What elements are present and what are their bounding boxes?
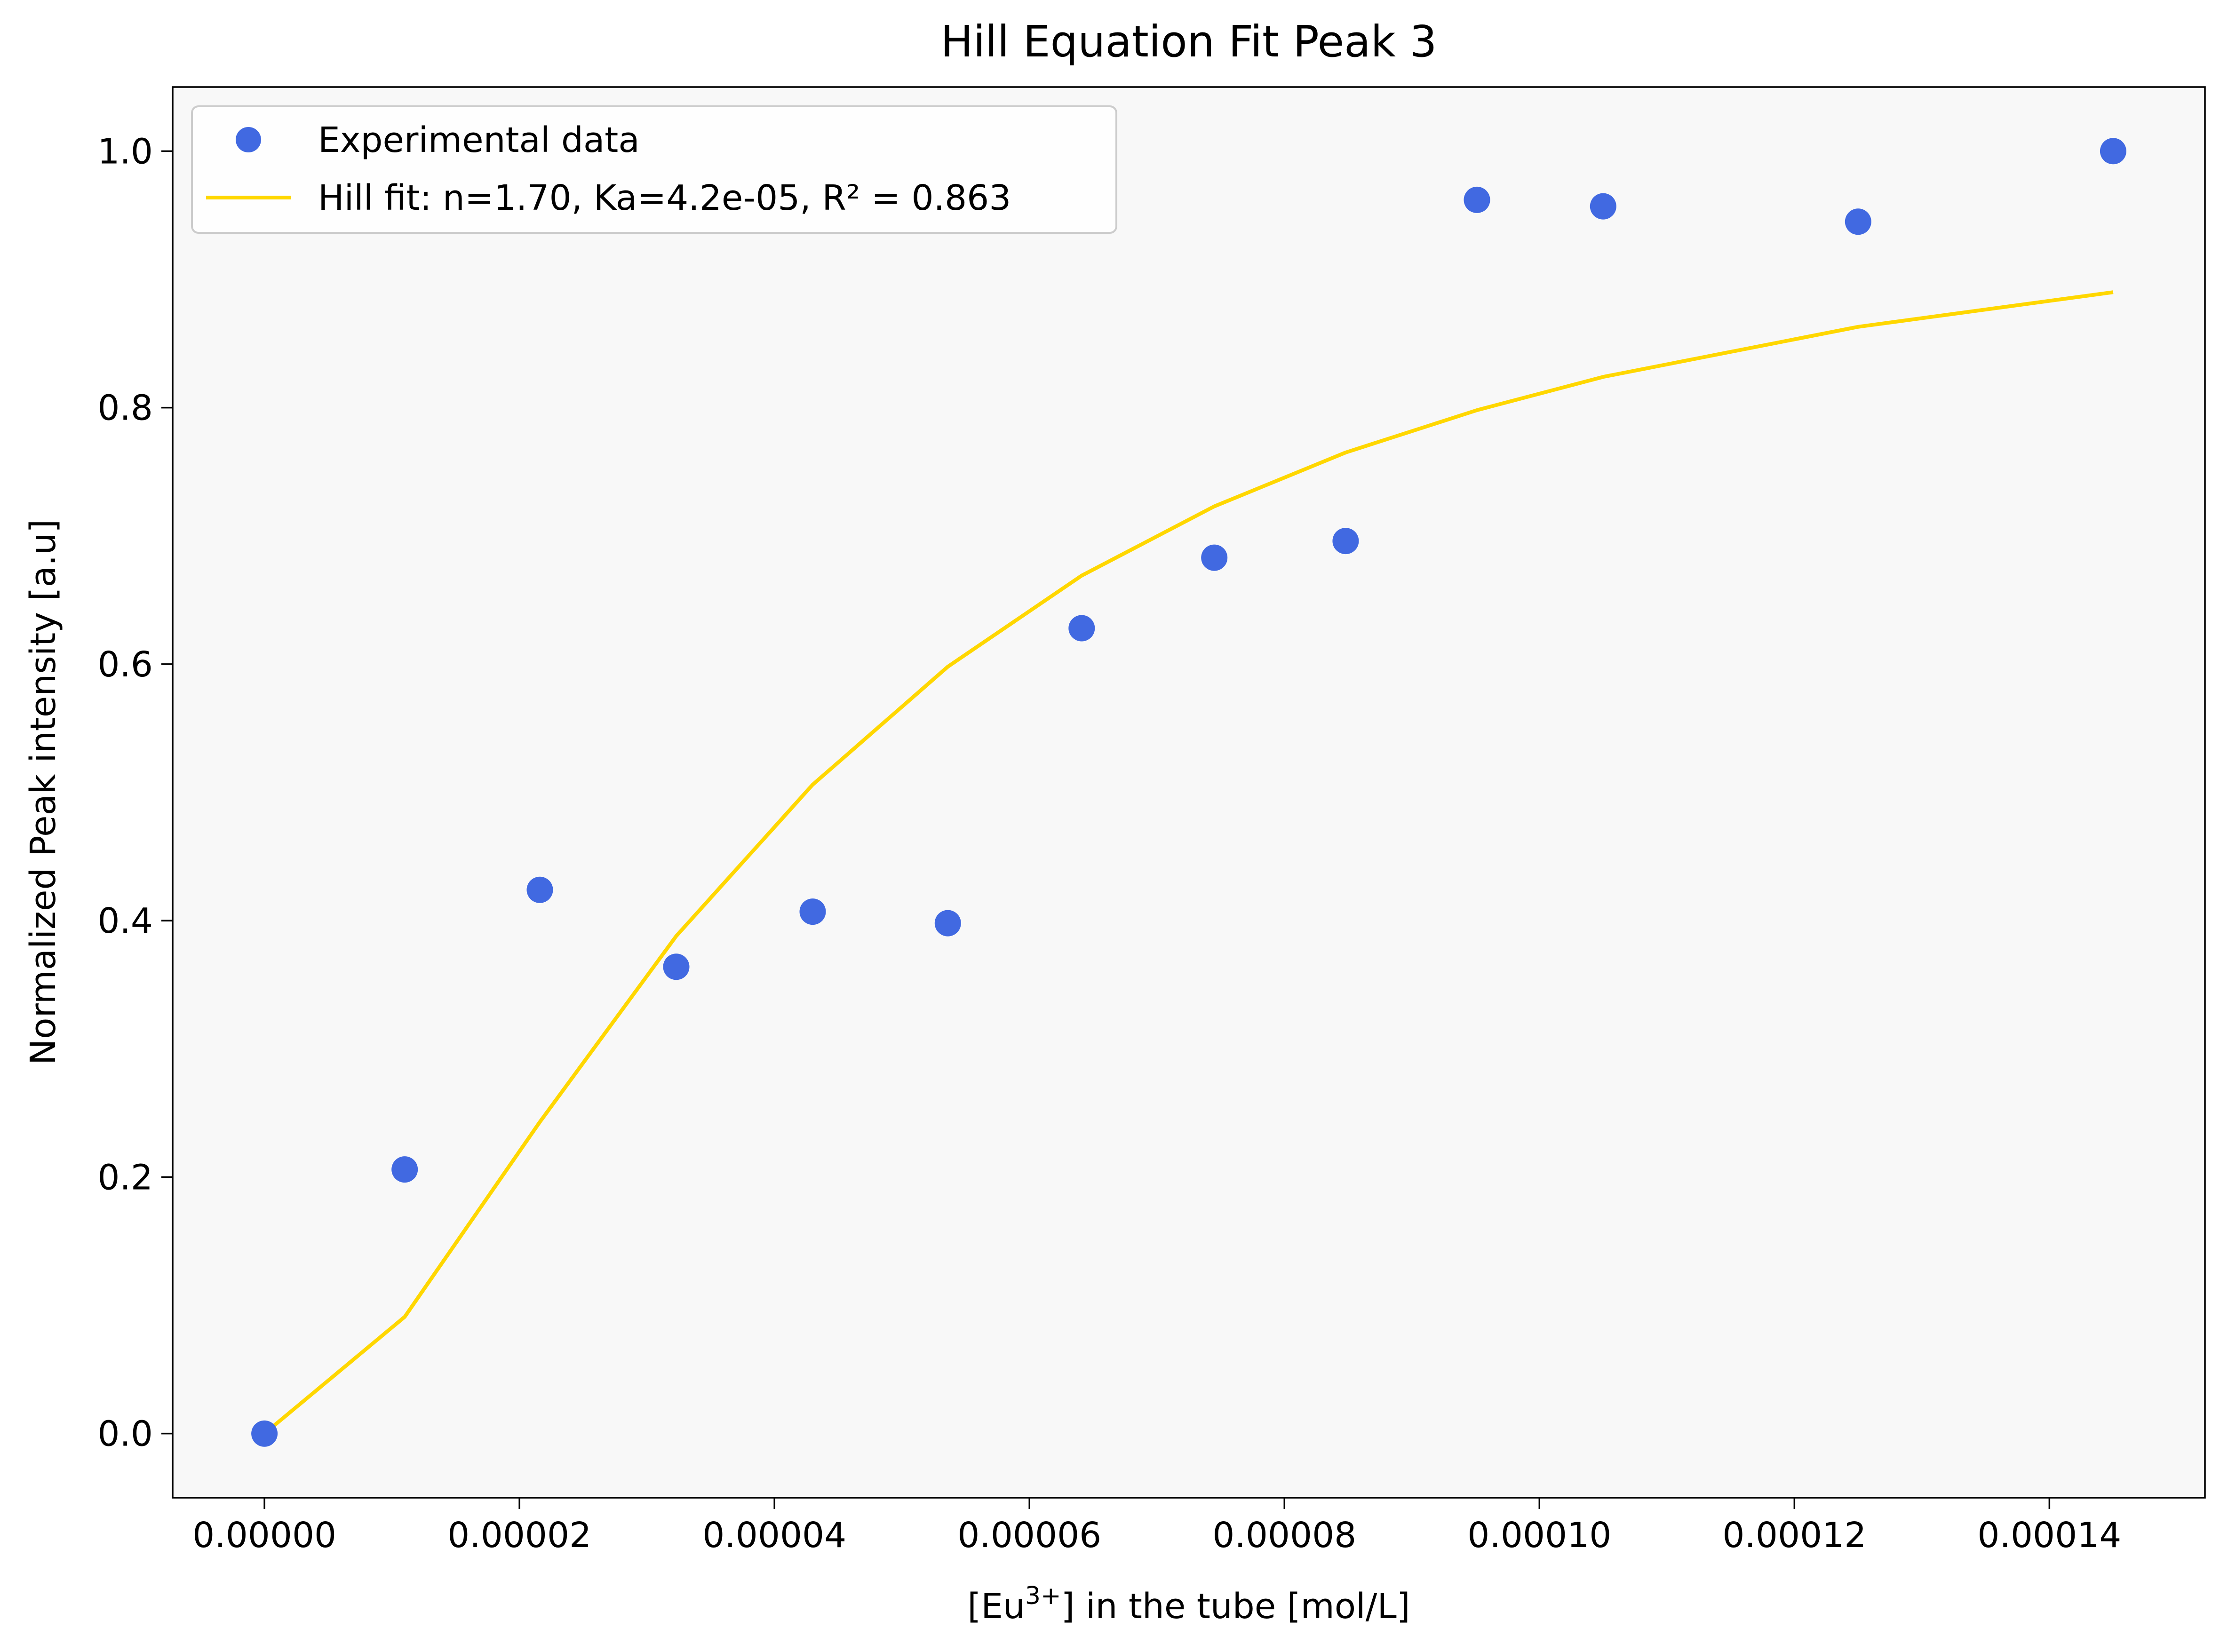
x-tick-label: 0.00010: [1467, 1515, 1611, 1556]
data-point: [934, 910, 961, 937]
data-point: [1845, 208, 1871, 235]
data-point: [526, 876, 553, 903]
data-point: [1068, 615, 1095, 642]
data-point: [251, 1420, 278, 1447]
x-tick-label: 0.00014: [1977, 1515, 2121, 1556]
legend-label-hill-fit: Hill fit: n=1.70, Ka=4.2e-05, R² = 0.863: [318, 178, 1011, 218]
y-tick-label: 0.2: [97, 1157, 153, 1198]
data-point: [2100, 138, 2126, 165]
data-point: [1201, 544, 1228, 571]
x-axis-label: [Eu3+] in the tube [mol/L]: [967, 1582, 1410, 1627]
y-axis-label: Normalized Peak intensity [a.u]: [23, 519, 64, 1065]
x-tick-label: 0.00002: [447, 1515, 591, 1556]
data-point: [663, 953, 690, 980]
plot-area: [173, 87, 2205, 1498]
data-point: [391, 1156, 418, 1183]
y-tick-label: 0.8: [97, 388, 153, 429]
x-tick-label: 0.00004: [702, 1515, 846, 1556]
legend-marker-experimental: [236, 127, 261, 152]
data-point: [1590, 193, 1616, 220]
legend: Experimental data Hill fit: n=1.70, Ka=4…: [191, 105, 1117, 234]
y-tick-label: 0.4: [97, 901, 153, 941]
y-axis: 0.0 0.2 0.4 0.6 0.8 1.0: [97, 131, 173, 1454]
series-layer: [251, 138, 2126, 1447]
x-tick-label: 0.00012: [1722, 1515, 1866, 1556]
data-point: [1464, 186, 1490, 213]
data-point: [1332, 528, 1359, 555]
x-tick-label: 0.00006: [957, 1515, 1101, 1556]
x-tick-label: 0.00000: [192, 1515, 336, 1556]
legend-label-experimental: Experimental data: [318, 120, 640, 160]
chart-title: Hill Equation Fit Peak 3: [940, 16, 1437, 67]
x-tick-label: 0.00008: [1212, 1515, 1356, 1556]
legend-frame: [191, 105, 1117, 234]
y-tick-label: 0.6: [97, 644, 153, 685]
y-tick-label: 1.0: [97, 131, 153, 172]
data-point: [799, 898, 826, 925]
y-tick-label: 0.0: [97, 1414, 153, 1454]
hill-fit-line: [263, 290, 2114, 1435]
x-axis: 0.00000 0.00002 0.00004 0.00006 0.00008 0.000…: [192, 1498, 2121, 1556]
plot-frame: [172, 86, 2206, 1499]
